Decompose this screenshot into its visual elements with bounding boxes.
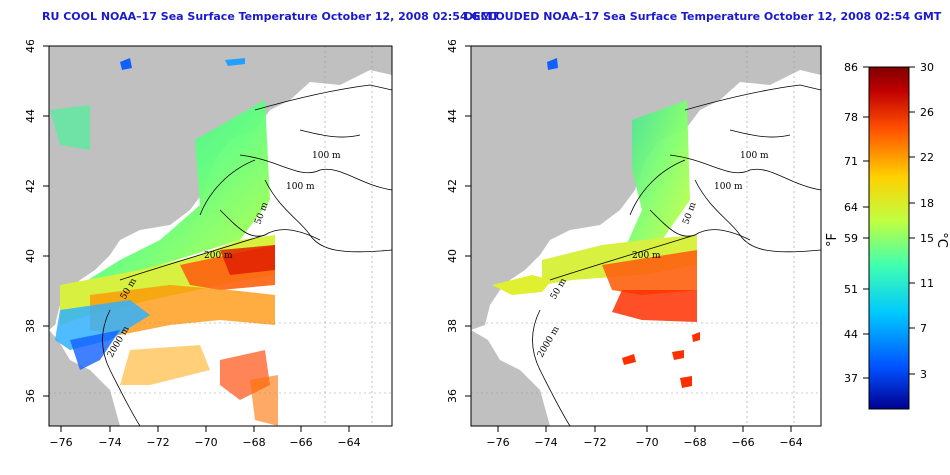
left-panel-title: RU COOL NOAA–17 Sea Surface Temperature …	[42, 10, 499, 23]
celsius-tick: 30	[920, 61, 934, 74]
land-mass	[49, 46, 392, 330]
fahrenheit-tick: 59	[844, 232, 858, 245]
y-tick-label: 46	[24, 40, 37, 53]
contour-label: 100 m	[714, 182, 743, 192]
x-tick-label: −64	[779, 436, 802, 449]
y-tick-label: 38	[446, 319, 459, 333]
fahrenheit-tick: 78	[844, 111, 858, 124]
celsius-tick: 7	[920, 322, 927, 335]
y-tick-label: 36	[24, 389, 37, 403]
contour-label: 200 m	[632, 251, 661, 261]
x-tick-label: −72	[583, 436, 606, 449]
x-tick-label: −70	[635, 436, 658, 449]
y-tick-label: 44	[24, 109, 37, 123]
colorbar-gradient	[868, 66, 910, 410]
contour-label: 100 m	[312, 151, 341, 161]
fahrenheit-tick: 64	[844, 201, 858, 214]
fahrenheit-tick: 71	[844, 155, 858, 168]
celsius-tick: 15	[920, 232, 934, 245]
contour-label: 100 m	[740, 151, 769, 161]
temperature-colorbar: 86 78 71 64 59 51 44 37 30 26 22 18 15 1…	[825, 61, 949, 410]
y-tick-label: 36	[446, 389, 459, 403]
x-tick-label: −68	[242, 436, 265, 449]
x-tick-label: −64	[337, 436, 360, 449]
celsius-unit-label: °C	[934, 232, 949, 248]
x-tick-label: −72	[146, 436, 169, 449]
y-tick-label: 46	[446, 40, 459, 53]
x-tick-label: −74	[534, 436, 557, 449]
map-frame	[470, 45, 822, 427]
x-tick-label: −76	[49, 436, 72, 449]
celsius-tick: 11	[920, 277, 934, 290]
x-tick-label: −74	[98, 436, 121, 449]
x-tick-label: −76	[486, 436, 509, 449]
y-tick-label: 44	[446, 109, 459, 123]
y-tick-label: 38	[24, 319, 37, 333]
right-sst-map: 100 m 100 m 50 m 200 m 50 m 2000 m −76 −…	[446, 40, 822, 449]
celsius-tick: 18	[920, 197, 934, 210]
land-mass	[471, 46, 821, 330]
map-frame	[48, 45, 393, 427]
y-tick-label: 42	[446, 179, 459, 193]
celsius-tick: 3	[920, 368, 927, 381]
contour-label: 200 m	[204, 251, 233, 261]
y-tick-label: 42	[24, 179, 37, 193]
y-tick-label: 40	[446, 249, 459, 263]
x-tick-label: −70	[194, 436, 217, 449]
contour-label: 100 m	[286, 182, 315, 192]
celsius-tick: 22	[920, 151, 934, 164]
y-tick-label: 40	[24, 249, 37, 263]
fahrenheit-tick: 51	[844, 283, 858, 296]
x-tick-label: −68	[683, 436, 706, 449]
left-sst-map: 100 m 100 m 50 m 200 m 50 m 2000 m −76 −…	[24, 40, 393, 449]
x-tick-label: −66	[289, 436, 312, 449]
fahrenheit-tick: 86	[844, 61, 858, 74]
x-tick-label: −66	[731, 436, 754, 449]
celsius-tick: 26	[920, 106, 934, 119]
fahrenheit-tick: 37	[844, 372, 858, 385]
right-panel-title: DECLOUDED NOAA–17 Sea Surface Temperatur…	[464, 10, 942, 23]
fahrenheit-unit-label: °F	[825, 233, 840, 247]
fahrenheit-tick: 44	[844, 328, 858, 341]
